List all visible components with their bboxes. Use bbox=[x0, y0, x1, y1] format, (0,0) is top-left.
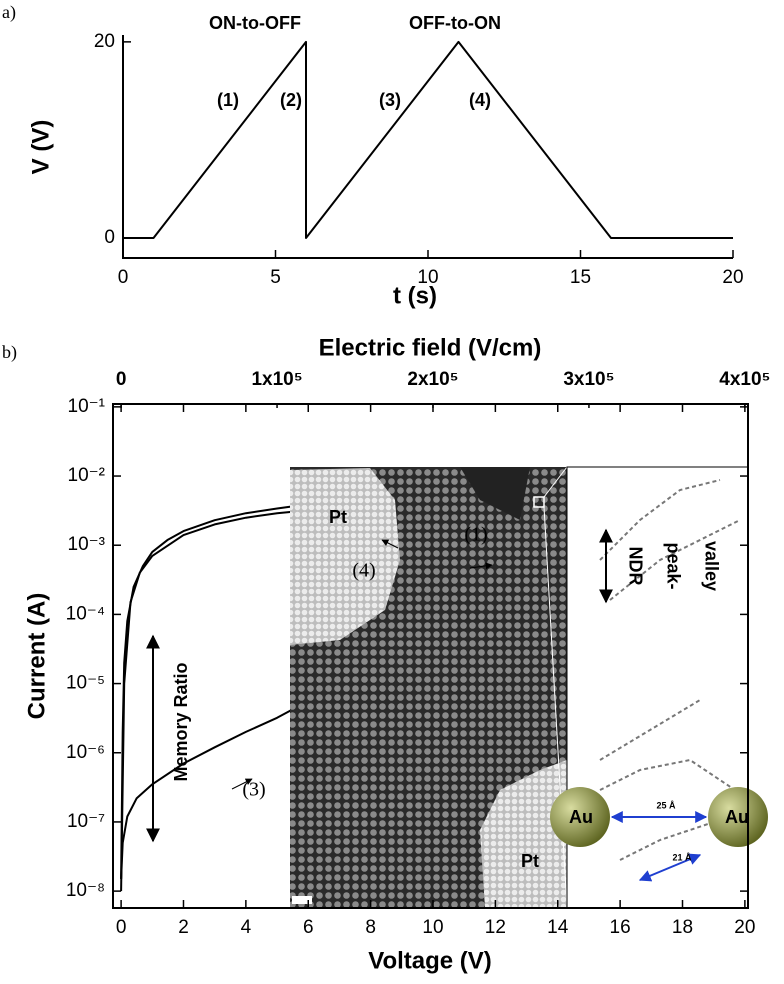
x2-tick-label: 3x10⁵ bbox=[563, 369, 614, 390]
y-tick-label: 10⁻¹ bbox=[68, 396, 106, 417]
inset-label: Au bbox=[725, 807, 749, 827]
annotation: ON-to-OFF bbox=[209, 13, 301, 33]
y-axis-label: Current (A) bbox=[23, 593, 50, 720]
panel-label: b) bbox=[2, 342, 17, 363]
x-tick-label: 8 bbox=[365, 917, 376, 938]
x-tick-label: 12 bbox=[485, 917, 506, 938]
inset-label: Pt bbox=[521, 851, 539, 871]
annotation: NDR bbox=[625, 547, 645, 586]
x-axis-label: t (s) bbox=[393, 282, 437, 309]
x-tick-label: 0 bbox=[116, 917, 127, 938]
x2-axis-label: Electric field (V/cm) bbox=[319, 334, 542, 361]
x-axis-label: Voltage (V) bbox=[368, 947, 492, 974]
x-tick-label: 16 bbox=[610, 917, 631, 938]
x-tick-label: 18 bbox=[672, 917, 693, 938]
x-tick-label: 4 bbox=[241, 917, 252, 938]
x2-tick-label: 0 bbox=[116, 369, 127, 390]
x-tick-label: 20 bbox=[734, 917, 755, 938]
annotation: (1) bbox=[464, 524, 487, 546]
inset-label: Au bbox=[569, 807, 593, 827]
annotation: (3) bbox=[379, 90, 401, 110]
y-tick-label: 10⁻⁶ bbox=[66, 742, 105, 763]
annotation: OFF-to-ON bbox=[409, 13, 501, 33]
y-tick-label: 10⁻⁵ bbox=[66, 673, 105, 694]
annotation: (1) bbox=[217, 90, 239, 110]
y-tick-label: 10⁻⁷ bbox=[67, 811, 105, 832]
x-tick-label: 5 bbox=[270, 267, 281, 288]
annotation: peak- bbox=[663, 542, 683, 589]
annotation: (2) bbox=[280, 90, 302, 110]
x-tick-label: 6 bbox=[303, 917, 314, 938]
y-tick-label: 10⁻⁸ bbox=[66, 880, 105, 901]
x-tick-label: 0 bbox=[118, 267, 129, 288]
sweep-arrow bbox=[231, 778, 253, 790]
y-tick-label: 10⁻³ bbox=[68, 534, 106, 555]
x-tick-label: 14 bbox=[547, 917, 569, 938]
y-tick-label: 20 bbox=[94, 31, 115, 52]
annotation: Memory Ratio bbox=[171, 662, 191, 781]
sem-inset bbox=[290, 466, 568, 909]
y-tick-label: 10⁻² bbox=[68, 465, 106, 486]
inset-label: 25 Å bbox=[656, 800, 676, 810]
x-tick-label: 10 bbox=[422, 917, 443, 938]
molecule-inset bbox=[550, 466, 768, 909]
x2-tick-label: 2x10⁵ bbox=[407, 369, 458, 390]
panel-label: a) bbox=[2, 2, 16, 23]
inset-label: 21 Å bbox=[672, 852, 692, 862]
annotation: (4) bbox=[469, 90, 491, 110]
x-tick-label: 10 bbox=[417, 267, 438, 288]
x-tick-label: 2 bbox=[178, 917, 189, 938]
y-tick-label: 0 bbox=[104, 227, 115, 248]
x-tick-label: 20 bbox=[722, 267, 743, 288]
axes bbox=[122, 35, 733, 259]
y-tick-label: 10⁻⁴ bbox=[66, 603, 105, 624]
sweep-arrow bbox=[381, 539, 399, 549]
plot-frame bbox=[112, 403, 749, 909]
annotation: (4) bbox=[352, 560, 375, 582]
x-tick-label: 15 bbox=[570, 267, 591, 288]
data-line bbox=[123, 40, 733, 239]
sweep-arrow bbox=[469, 562, 493, 570]
x2-tick-label: 4x10⁵ bbox=[719, 369, 770, 390]
y-axis-label: V (V) bbox=[27, 120, 54, 175]
annotation: valley bbox=[701, 541, 721, 591]
x2-tick-label: 1x10⁵ bbox=[251, 369, 302, 390]
inset-label: Pt bbox=[329, 507, 347, 527]
